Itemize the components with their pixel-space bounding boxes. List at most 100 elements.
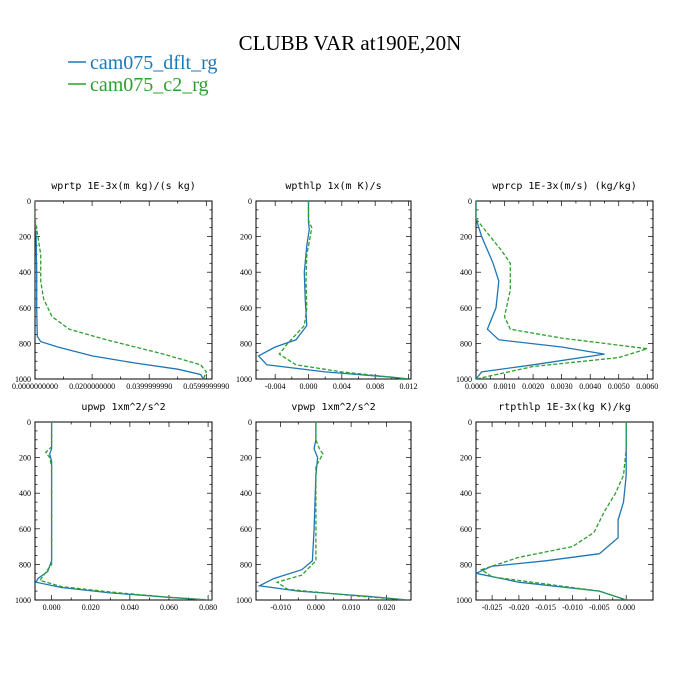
x-tick-label: 0.012 <box>400 382 418 391</box>
panel-title: wprtp 1E-3x(m kg)/(s kg) <box>51 181 196 192</box>
y-tick-label: 1000 <box>15 375 31 384</box>
x-tick-label: 0.0000000000 <box>12 382 58 391</box>
series-line-cam075_dflt_rg <box>35 422 209 600</box>
x-tick-label: 0.000 <box>43 603 61 612</box>
x-tick-label: 0.040 <box>121 603 139 612</box>
y-tick-label: 400 <box>460 268 472 277</box>
legend: cam075_dflt_rg cam075_c2_rg <box>68 52 217 96</box>
x-tick-label: 0.0010 <box>494 382 516 391</box>
x-tick-label: -0.005 <box>589 603 610 612</box>
y-tick-label: 0 <box>248 197 252 206</box>
x-tick-label: -0.004 <box>265 382 286 391</box>
y-tick-label: 600 <box>19 304 31 313</box>
series-line-cam075_dflt_rg <box>35 201 204 379</box>
series-line-cam075_c2_rg <box>476 201 648 379</box>
panel-3: wprcp 1E-3x(m/s) (kg/kg) 0 200 400 600 800 100… <box>456 181 658 391</box>
y-tick-label: 400 <box>240 489 252 498</box>
panel-title: wprcp 1E-3x(m/s) (kg/kg) <box>492 181 637 192</box>
y-tick-label: 600 <box>460 525 472 534</box>
panel-title: vpwp 1xm^2/s^2 <box>291 402 375 413</box>
y-tick-label: 400 <box>19 489 31 498</box>
y-tick-label: 800 <box>19 560 31 569</box>
series-line-cam075_dflt_rg <box>476 201 605 379</box>
panel-4: upwp 1xm^2/s^2 0 200 400 600 800 1000 0.000 0.02… <box>15 402 217 612</box>
panel-5: vpwp 1xm^2/s^2 0 200 400 600 800 1000 -0.010 0.0… <box>236 402 412 612</box>
y-tick-label: 0 <box>27 197 31 206</box>
x-tick-label: 0.0200000000 <box>69 382 115 391</box>
plot-frame <box>475 200 654 380</box>
panel-title: wpthlp 1x(m K)/s <box>285 181 381 192</box>
y-tick-label: 200 <box>460 233 472 242</box>
series-line-cam075_dflt_rg <box>476 422 627 600</box>
series-line-cam075_dflt_rg <box>257 201 409 379</box>
y-tick-label: 400 <box>240 268 252 277</box>
y-tick-label: 600 <box>240 525 252 534</box>
x-tick-label: -0.015 <box>535 603 556 612</box>
x-tick-label: 0.010 <box>342 603 360 612</box>
x-tick-label: 0.0040 <box>579 382 601 391</box>
x-tick-label: 0.060 <box>160 603 178 612</box>
y-tick-label: 200 <box>460 454 472 463</box>
x-tick-label: 0.0399999990 <box>126 382 172 391</box>
x-tick-label: 0.008 <box>366 382 384 391</box>
y-tick-label: 1000 <box>456 596 472 605</box>
series-line-cam075_c2_rg <box>278 201 409 379</box>
panel-1: wprtp 1E-3x(m kg)/(s kg) 0 200 400 600 800 100… <box>12 181 229 391</box>
series-line-cam075_c2_rg <box>275 422 408 600</box>
series-line-cam075_c2_rg <box>479 422 627 600</box>
y-tick-label: 800 <box>240 339 252 348</box>
series-line-cam075_dflt_rg <box>257 422 408 600</box>
y-tick-label: 1000 <box>15 596 31 605</box>
plot-frame <box>255 421 412 601</box>
y-tick-label: 200 <box>240 454 252 463</box>
x-tick-label: -0.025 <box>482 603 503 612</box>
plot-frame <box>34 421 213 601</box>
y-tick-label: 800 <box>460 560 472 569</box>
y-tick-label: 800 <box>19 339 31 348</box>
x-tick-label: 0.0020 <box>522 382 544 391</box>
x-tick-label: 0.080 <box>199 603 217 612</box>
x-tick-label: 0.000 <box>300 382 318 391</box>
panels: wprtp 1E-3x(m kg)/(s kg) 0 200 400 600 800 100… <box>12 181 658 612</box>
x-tick-label: 0.020 <box>82 603 100 612</box>
x-tick-label: 0.0030 <box>551 382 573 391</box>
plot-frame <box>34 200 213 380</box>
y-tick-label: 400 <box>19 268 31 277</box>
figure-title: CLUBB VAR at190E,20N <box>239 31 462 55</box>
x-tick-label: 0.0050 <box>608 382 630 391</box>
y-tick-label: 600 <box>19 525 31 534</box>
y-tick-label: 1000 <box>456 375 472 384</box>
x-tick-label: 0.0000 <box>465 382 487 391</box>
series-line-cam075_c2_rg <box>38 422 212 600</box>
panel-title: rtpthlp 1E-3x(kg K)/kg <box>498 402 630 413</box>
y-tick-label: 0 <box>248 418 252 427</box>
y-tick-label: 200 <box>19 233 31 242</box>
legend-label-c2: cam075_c2_rg <box>90 74 209 96</box>
panel-title: upwp 1xm^2/s^2 <box>81 402 165 413</box>
y-tick-label: 400 <box>460 489 472 498</box>
plot-frame <box>255 200 412 380</box>
panel-2: wpthlp 1x(m K)/s 0 200 400 600 800 1000 -0.004 0… <box>236 181 418 391</box>
x-tick-label: 0.000 <box>307 603 325 612</box>
legend-label-dflt: cam075_dflt_rg <box>90 52 217 74</box>
y-tick-label: 600 <box>460 304 472 313</box>
y-tick-label: 200 <box>19 454 31 463</box>
x-tick-label: 0.000 <box>617 603 635 612</box>
y-tick-label: 1000 <box>236 596 252 605</box>
x-tick-label: 0.004 <box>333 382 351 391</box>
x-tick-label: 0.0060 <box>636 382 658 391</box>
y-tick-label: 0 <box>468 197 472 206</box>
series-line-cam075_c2_rg <box>35 201 208 379</box>
y-tick-label: 0 <box>27 418 31 427</box>
x-tick-label: -0.010 <box>562 603 583 612</box>
x-tick-label: 0.020 <box>377 603 395 612</box>
y-tick-label: 0 <box>468 418 472 427</box>
y-tick-label: 800 <box>460 339 472 348</box>
y-tick-label: 1000 <box>236 375 252 384</box>
y-tick-label: 800 <box>240 560 252 569</box>
panel-6: rtpthlp 1E-3x(kg K)/kg 0 200 400 600 800 1000 -… <box>456 402 654 612</box>
x-tick-label: -0.020 <box>509 603 530 612</box>
x-tick-label: -0.010 <box>270 603 291 612</box>
y-tick-label: 200 <box>240 233 252 242</box>
